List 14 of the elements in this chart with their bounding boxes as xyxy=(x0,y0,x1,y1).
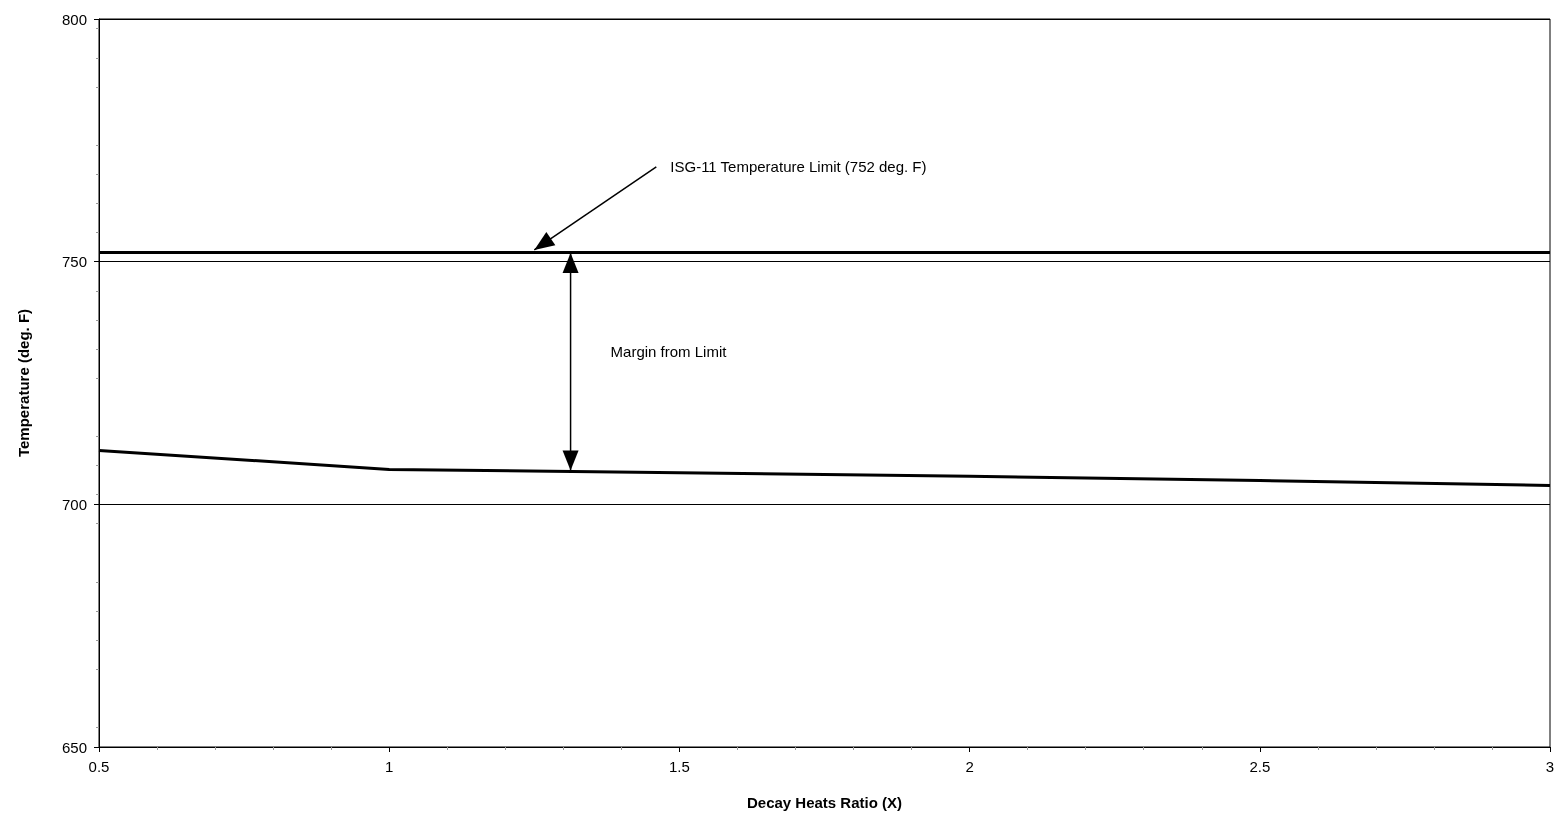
y-tick-label: 750 xyxy=(61,253,87,271)
x-tick-label: 2 xyxy=(965,758,974,775)
x-tick-label: 0.5 xyxy=(88,758,110,775)
x-tick-label: 3 xyxy=(1545,758,1555,775)
x-axis-title: Decay Heats Ratio (X) xyxy=(746,794,903,811)
y-tick-label: 700 xyxy=(61,495,87,513)
annotation: Margin from Limit xyxy=(610,343,728,361)
annotation: ISG-11 Temperature Limit (752 deg. F) xyxy=(670,158,927,176)
x-tick-label: 1 xyxy=(385,758,394,775)
x-tick-label: 2.5 xyxy=(1249,758,1271,775)
x-tick-label: 1.5 xyxy=(668,758,690,775)
y-tick-label: 800 xyxy=(61,10,87,28)
y-tick-label: 650 xyxy=(61,738,87,756)
y-axis-title: Temperature (deg. F) xyxy=(15,308,32,458)
